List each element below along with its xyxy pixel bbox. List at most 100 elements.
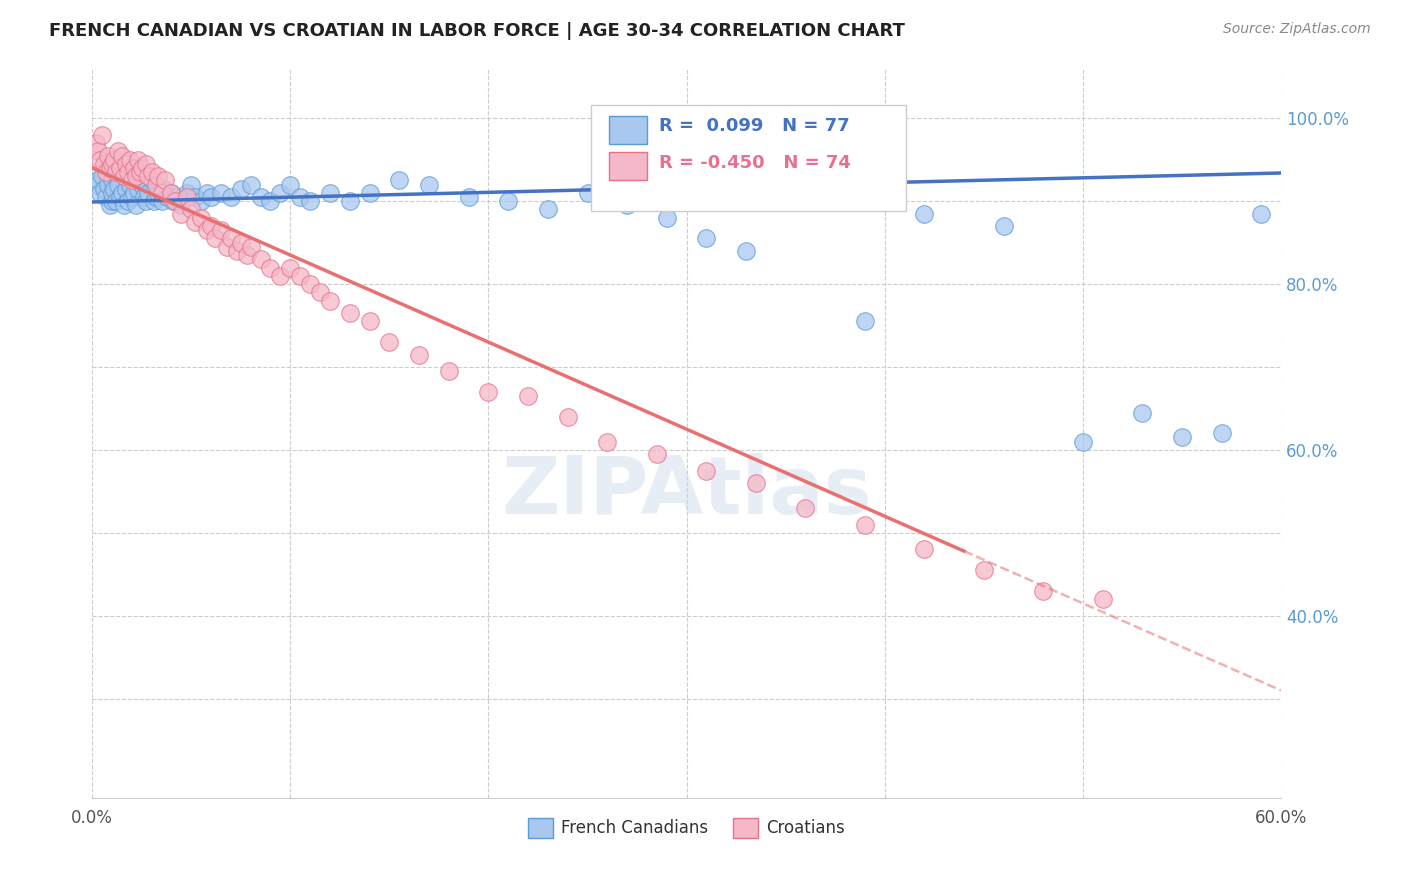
Point: [93, 182, 115, 196]
Point: [912, 206, 935, 220]
Point: [104, 165, 127, 179]
Point: [794, 500, 817, 515]
Point: [165, 194, 187, 209]
Point: [125, 198, 148, 212]
Point: [437, 364, 460, 378]
Point: [97, 178, 120, 192]
Text: R = -0.450   N = 74: R = -0.450 N = 74: [659, 154, 851, 172]
Point: [239, 178, 262, 192]
Point: [290, 268, 312, 283]
Point: [408, 347, 430, 361]
Point: [91, 128, 114, 142]
Point: [235, 248, 257, 262]
Point: [195, 223, 218, 237]
Point: [135, 194, 157, 209]
Point: [160, 186, 183, 200]
Point: [132, 190, 155, 204]
Point: [112, 169, 135, 184]
Point: [269, 186, 291, 200]
Point: [127, 153, 149, 167]
Text: FRENCH CANADIAN VS CROATIAN IN LABOR FORCE | AGE 30-34 CORRELATION CHART: FRENCH CANADIAN VS CROATIAN IN LABOR FOR…: [49, 22, 905, 40]
Point: [135, 157, 157, 171]
Point: [115, 157, 138, 171]
Point: [162, 194, 184, 209]
Point: [170, 198, 193, 212]
Point: [537, 202, 560, 217]
Point: [180, 178, 202, 192]
Point: [596, 434, 619, 449]
Point: [1171, 430, 1194, 444]
Point: [170, 206, 193, 220]
Point: [89, 153, 111, 167]
Point: [184, 215, 207, 229]
Point: [101, 194, 124, 209]
Point: [166, 190, 188, 204]
Point: [195, 186, 218, 200]
Point: [319, 293, 342, 308]
Point: [121, 190, 143, 204]
Point: [141, 165, 163, 179]
Legend: French Canadians, Croatians: French Canadians, Croatians: [522, 811, 852, 845]
Point: [209, 223, 232, 237]
Point: [517, 389, 540, 403]
Bar: [609, 116, 647, 144]
Point: [150, 194, 173, 209]
Point: [136, 186, 159, 200]
Point: [259, 194, 281, 209]
Point: [101, 173, 124, 187]
Point: [695, 464, 717, 478]
Point: [299, 194, 322, 209]
Point: [98, 161, 121, 175]
Point: [146, 186, 169, 200]
Point: [204, 231, 226, 245]
FancyBboxPatch shape: [592, 105, 907, 211]
Point: [146, 169, 169, 184]
Point: [112, 198, 135, 212]
Point: [160, 186, 183, 200]
Point: [388, 173, 411, 187]
Point: [180, 202, 202, 217]
Point: [457, 190, 479, 204]
Point: [184, 190, 207, 204]
Point: [108, 190, 131, 204]
Point: [249, 190, 271, 204]
Point: [249, 252, 271, 267]
Point: [225, 244, 247, 258]
Point: [418, 178, 440, 192]
Point: [269, 268, 291, 283]
Point: [117, 194, 139, 209]
Point: [290, 190, 312, 204]
Point: [118, 153, 141, 167]
Point: [239, 240, 262, 254]
Point: [576, 186, 599, 200]
Point: [101, 186, 124, 200]
Point: [1032, 583, 1054, 598]
Text: R =  0.099   N = 77: R = 0.099 N = 77: [659, 118, 849, 136]
Point: [111, 148, 134, 162]
Point: [912, 542, 935, 557]
Point: [973, 563, 995, 577]
Point: [131, 178, 153, 192]
Point: [131, 161, 153, 175]
Point: [150, 186, 173, 200]
Point: [219, 190, 242, 204]
Point: [156, 190, 179, 204]
Point: [128, 165, 150, 179]
Text: ZIPAtlas: ZIPAtlas: [501, 453, 872, 531]
Point: [655, 211, 678, 225]
Point: [103, 153, 125, 167]
Point: [97, 148, 120, 162]
Point: [695, 231, 717, 245]
Point: [176, 186, 198, 200]
Point: [1211, 426, 1233, 441]
Point: [176, 190, 198, 204]
Point: [1250, 206, 1272, 220]
Point: [89, 186, 111, 200]
Point: [993, 219, 1015, 233]
Point: [616, 198, 638, 212]
Point: [339, 194, 361, 209]
Point: [229, 235, 252, 250]
Point: [103, 182, 125, 196]
Point: [853, 517, 876, 532]
Point: [645, 447, 668, 461]
